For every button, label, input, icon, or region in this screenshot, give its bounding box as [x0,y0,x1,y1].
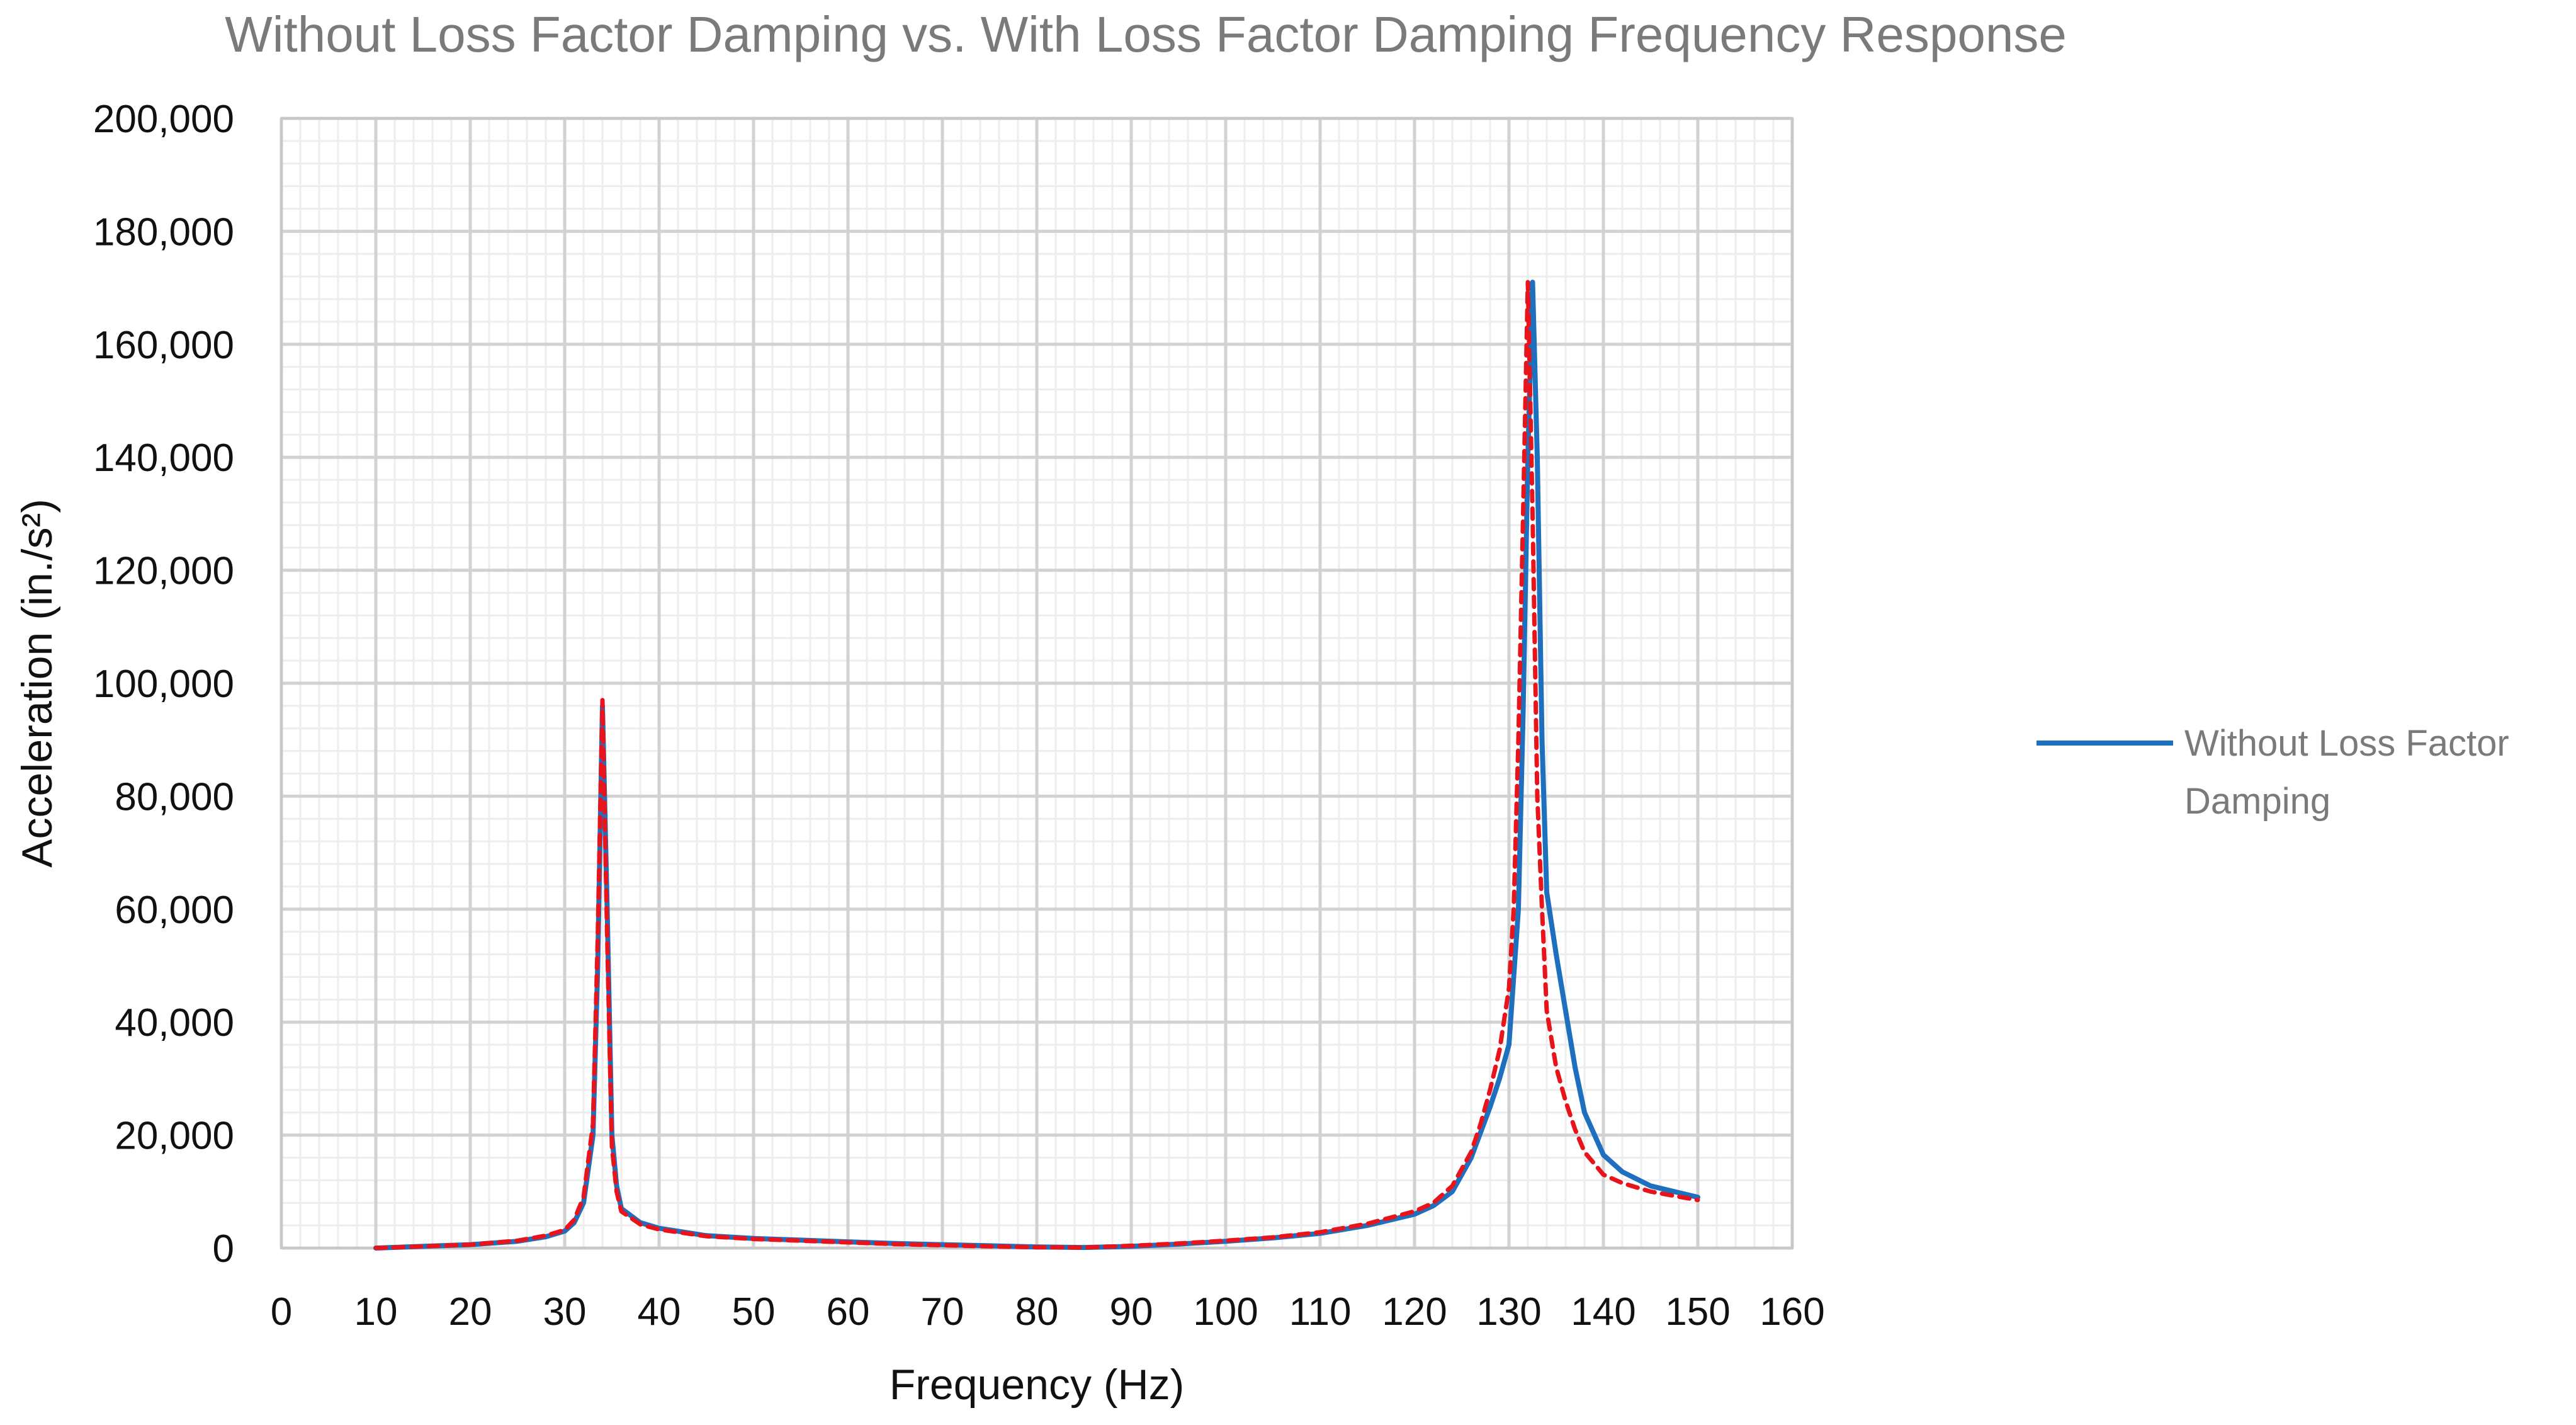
series-line-with-loss-factor-damping [373,280,1700,1251]
y-axis-title: Acceleration (in./s²) [13,499,61,868]
legend-label-line2: Damping [2184,781,2330,822]
y-tick-label: 20,000 [115,1115,234,1158]
x-tick-label: 10 [354,1290,398,1334]
x-tick-label: 110 [1289,1290,1352,1334]
y-tick-label: 100,000 [93,662,234,706]
y-tick-labels: 0 20,000 40,000 60,000 80,000 100,000 120,000 1… [93,98,234,1271]
x-tick-label: 90 [1110,1290,1153,1334]
x-tick-label: 160 [1760,1290,1824,1334]
y-tick-label: 160,000 [93,324,234,367]
chart-title: Without Loss Factor Damping vs. With Los… [225,6,2067,62]
x-tick-label: 50 [732,1290,776,1334]
x-tick-label: 130 [1476,1290,1541,1334]
legend-label-line1: Without Loss Factor [2184,723,2509,764]
x-tick-label: 140 [1571,1290,1635,1334]
x-tick-label: 20 [449,1290,492,1334]
major-grid [280,116,1794,1250]
y-tick-label: 60,000 [115,888,234,932]
x-tick-label: 70 [921,1290,964,1334]
y-tick-label: 0 [213,1227,234,1271]
x-axis-title: Frequency (Hz) [890,1361,1185,1409]
x-tick-label: 150 [1665,1290,1730,1334]
y-tick-label: 200,000 [93,98,234,141]
y-tick-label: 40,000 [115,1001,234,1045]
y-tick-label: 80,000 [115,775,234,819]
y-tick-label: 120,000 [93,550,234,593]
legend[interactable]: Without Loss Factor Damping [2037,723,2509,822]
x-tick-label: 30 [543,1290,587,1334]
x-tick-label: 0 [271,1290,292,1334]
y-tick-label: 180,000 [93,210,234,254]
x-tick-labels: 0 10 20 30 40 50 60 70 80 90 100 110 120 130 140 150 160 [271,1290,1825,1334]
x-tick-label: 120 [1382,1290,1447,1334]
x-tick-label: 40 [638,1290,681,1334]
y-tick-label: 140,000 [93,436,234,480]
x-tick-label: 60 [827,1290,870,1334]
x-tick-label: 100 [1193,1290,1258,1334]
series-layer [373,280,1700,1251]
x-tick-label: 80 [1015,1290,1059,1334]
